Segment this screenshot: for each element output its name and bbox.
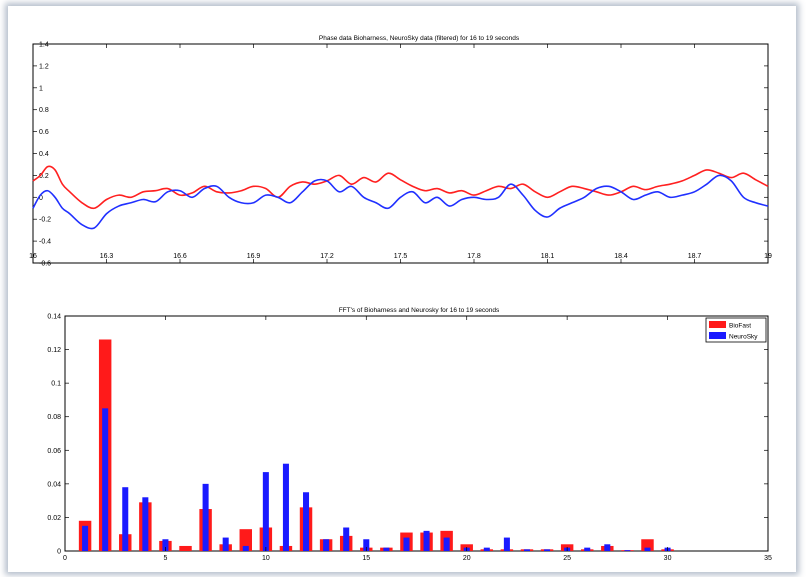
line-chart-title: Phase data Bioharness, NeuroSky data (fi…	[319, 35, 520, 42]
bar-neurosky	[162, 539, 169, 551]
x-tick-label: 17.8	[467, 253, 481, 260]
x-tick-label: 17.5	[394, 253, 408, 260]
bar-chart-bars	[78, 339, 674, 551]
y-tick-label: 0.12	[47, 347, 61, 354]
x-tick-label: 5	[163, 555, 167, 562]
y-tick-label: 1.2	[39, 63, 49, 70]
bar-biofast	[179, 545, 192, 551]
bar-chart-legend: BioFast NeuroSky	[705, 317, 767, 343]
bar-neurosky	[523, 549, 530, 551]
line-series-0	[32, 165, 769, 210]
bar-neurosky	[604, 544, 611, 551]
x-tick-label: 18.7	[688, 253, 702, 260]
bar-chart-title: FFT's of Bioharness and Neurosky for 16 …	[339, 307, 500, 314]
x-tick-label: 19	[764, 253, 772, 260]
bar-neurosky	[282, 463, 289, 551]
bar-neurosky	[102, 408, 109, 551]
y-tick-label: 0.4	[39, 151, 49, 158]
y-tick-label: 0.6	[39, 129, 49, 136]
bar-neurosky	[644, 547, 651, 551]
y-tick-label: 1.4	[39, 42, 49, 49]
y-tick-label: 0.2	[39, 173, 49, 180]
y-tick-label: 0.08	[47, 414, 61, 421]
legend-swatch-neurosky	[709, 332, 726, 339]
bar-neurosky	[202, 483, 209, 551]
y-tick-label: 0.1	[51, 381, 61, 388]
bar-neurosky	[142, 497, 149, 551]
y-tick-label: -0.4	[39, 239, 51, 246]
bar-neurosky	[423, 530, 430, 551]
bar-neurosky	[122, 487, 129, 551]
legend-label-biofast: BioFast	[729, 323, 751, 330]
y-tick-label: 0.8	[39, 107, 49, 114]
legend-label-neurosky: NeuroSky	[729, 334, 758, 341]
bar-neurosky	[222, 537, 229, 551]
y-tick-label: 0.02	[47, 515, 61, 522]
y-tick-label: 0.04	[47, 481, 61, 488]
x-tick-label: 35	[764, 555, 772, 562]
y-tick-label: 0.14	[47, 314, 61, 321]
x-tick-label: 18.1	[541, 253, 555, 260]
bar-neurosky	[323, 539, 330, 551]
line-series-1	[32, 174, 769, 230]
y-tick-label: 0	[39, 195, 43, 202]
bar-biofast	[239, 529, 252, 551]
bar-chart-y-ticks: 0 0.02 0.04 0.06 0.08 0.1 0.12 0.14	[47, 314, 768, 556]
x-tick-label: 0	[63, 555, 67, 562]
x-tick-label: 16.6	[173, 253, 187, 260]
x-tick-label: 18.4	[614, 253, 628, 260]
line-chart-y-ticks: -0.6 -0.4 -0.2 0 0.2 0.4 0.6 0.8 1 1.2 1.4	[33, 42, 768, 268]
x-tick-label: 16.9	[247, 253, 261, 260]
bar-neurosky	[584, 547, 591, 551]
bar-neurosky	[503, 537, 510, 551]
bar-neurosky	[443, 537, 450, 551]
y-tick-label: -0.2	[39, 217, 51, 224]
bar-neurosky	[544, 549, 551, 551]
x-tick-label: 17.2	[320, 253, 334, 260]
bar-chart-axes	[64, 315, 769, 552]
x-tick-label: 10	[262, 555, 270, 562]
line-chart-x-ticks: 16 16.3 16.6 16.9 17.2 17.5 17.8 18.1 18.4 18.7 19	[29, 44, 772, 263]
x-tick-label: 25	[563, 555, 571, 562]
x-tick-label: 30	[664, 555, 672, 562]
line-chart-axes	[32, 43, 769, 264]
bar-biofast	[641, 539, 654, 551]
bar-neurosky	[343, 527, 350, 551]
bar-neurosky	[262, 472, 269, 551]
y-tick-label: -0.6	[39, 261, 51, 268]
x-tick-label: 16.3	[100, 253, 114, 260]
legend-swatch-biofast	[709, 321, 726, 328]
y-tick-label: 0	[57, 549, 61, 556]
bar-neurosky	[303, 492, 310, 551]
x-tick-label: 16	[29, 253, 37, 260]
bar-neurosky	[383, 547, 390, 551]
bar-chart-x-ticks: 0 5 10 15 20 25 30 35	[63, 316, 772, 562]
bar-neurosky	[624, 550, 631, 551]
y-tick-label: 0.06	[47, 448, 61, 455]
bar-neurosky	[242, 545, 249, 551]
bar-neurosky	[363, 539, 370, 551]
x-tick-label: 20	[463, 555, 471, 562]
bar-neurosky	[483, 547, 490, 551]
bar-neurosky	[82, 525, 89, 551]
x-tick-label: 15	[362, 555, 370, 562]
y-tick-label: 1	[39, 85, 43, 92]
line-chart-series	[32, 165, 769, 230]
bar-neurosky	[403, 537, 410, 551]
